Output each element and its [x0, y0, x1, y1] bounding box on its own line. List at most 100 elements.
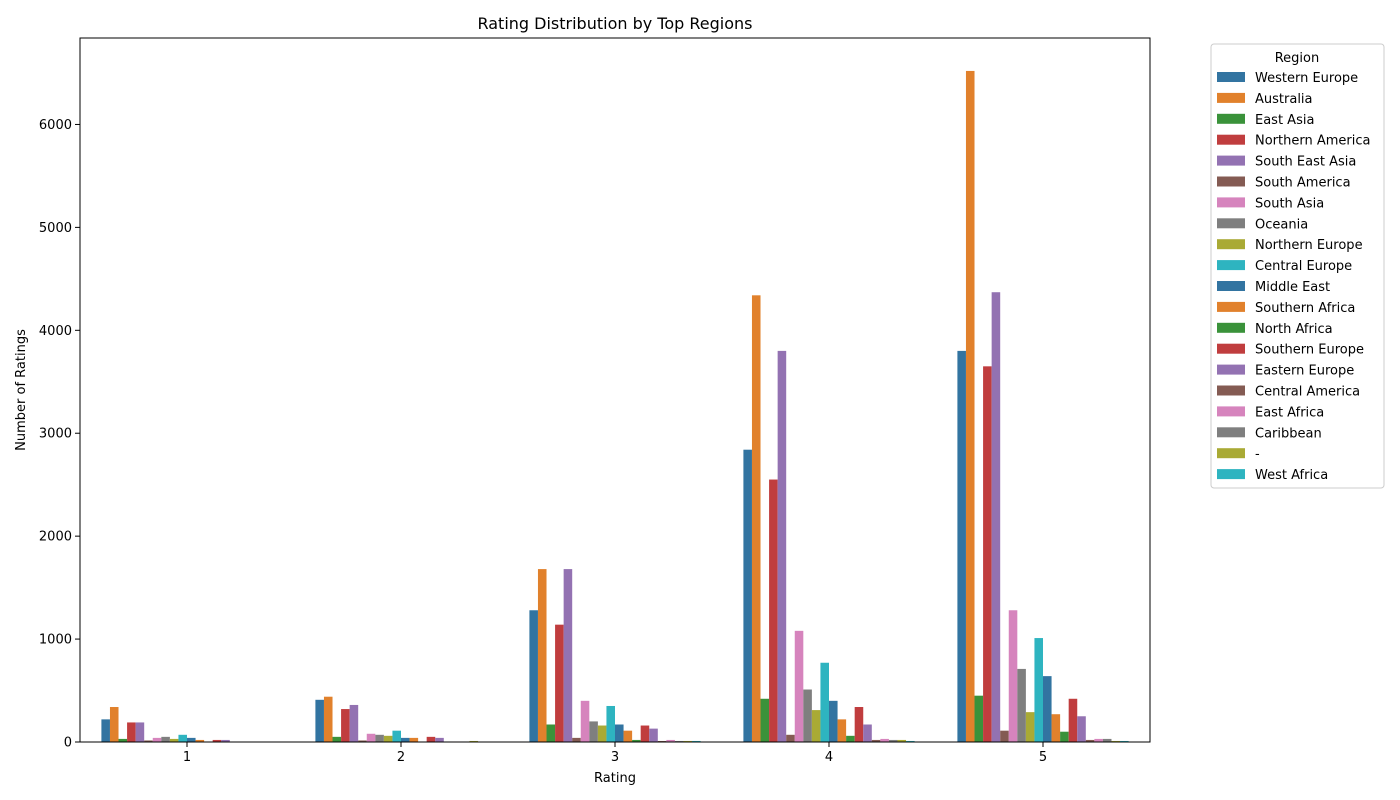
bar-northern-europe-rating-3 — [597, 725, 607, 742]
bar-australia-rating-1 — [109, 707, 119, 742]
bar-east-africa-rating-4 — [880, 738, 889, 742]
y-axis: 0 1000 2000 3000 4000 5000 6000 — [39, 118, 80, 751]
bar-south-east-asia-rating-4 — [777, 350, 787, 742]
bar-east-africa-rating-3 — [666, 739, 675, 742]
bar-south-asia-rating-3 — [580, 700, 590, 742]
bar-southern-europe-rating-4 — [854, 707, 864, 742]
x-axis: 1 2 3 4 5 — [183, 742, 1047, 765]
legend-frame — [1210, 43, 1385, 489]
bar-south-america-rating-2 — [358, 740, 367, 742]
y-axis-title: Number of Ratings — [14, 329, 29, 451]
plot-area — [79, 37, 1151, 743]
bar-east-asia-rating-2 — [332, 736, 342, 742]
legend-label-east-asia: East Asia — [1255, 113, 1314, 128]
bar-central-europe-rating-1 — [178, 734, 187, 742]
bar-western-europe-rating-2 — [315, 699, 324, 742]
legend-label-southern-africa: Southern Africa — [1255, 301, 1355, 316]
bar-north-africa-rating-4 — [846, 735, 855, 742]
bar-central-europe-rating-5 — [1034, 638, 1043, 742]
legend-swatch-northern-america — [1217, 134, 1245, 145]
legend-swatch-west-africa — [1217, 469, 1245, 480]
legend-swatch-central-europe — [1217, 260, 1245, 271]
bar-caribbean-rating-3 — [674, 740, 684, 742]
legend-swatch-australia — [1217, 92, 1245, 103]
x-axis-title: Rating — [594, 771, 636, 786]
legend-swatch-eastern-europe — [1217, 364, 1245, 375]
bar-northern-europe-rating-1 — [169, 738, 179, 742]
bar-oceania-rating-4 — [803, 689, 812, 742]
bar-dash-rating-5 — [1111, 740, 1121, 742]
x-tick-label: 2 — [397, 750, 405, 765]
legend-label-central-europe: Central Europe — [1255, 259, 1352, 274]
bar-south-asia-rating-2 — [366, 733, 376, 742]
bar-northern-america-rating-1 — [127, 722, 136, 742]
legend-title: Region — [1275, 51, 1320, 66]
legend-label-northern-america: Northern America — [1255, 134, 1370, 149]
bar-south-east-asia-rating-1 — [135, 722, 145, 742]
bar-northern-america-rating-5 — [983, 366, 992, 742]
bar-northern-europe-rating-5 — [1025, 712, 1035, 742]
x-tick-label: 4 — [825, 750, 833, 765]
legend-swatch-southern-africa — [1217, 301, 1245, 312]
bar-australia-rating-2 — [323, 696, 333, 742]
bar-east-africa-rating-5 — [1094, 738, 1103, 742]
bar-eastern-europe-rating-2 — [435, 737, 444, 742]
bar-australia-rating-5 — [965, 70, 975, 742]
legend-swatch-dash — [1217, 448, 1245, 459]
bar-western-europe-rating-3 — [529, 610, 538, 742]
bar-southern-europe-rating-5 — [1068, 698, 1078, 742]
bar-southern-africa-rating-3 — [623, 730, 633, 742]
bar-south-east-asia-rating-5 — [991, 292, 1001, 742]
legend-swatch-east-asia — [1217, 113, 1245, 124]
legend-swatch-caribbean — [1217, 427, 1245, 438]
bar-south-east-asia-rating-3 — [563, 569, 573, 742]
legend-swatch-south-asia — [1217, 197, 1245, 208]
legend-label-western-europe: Western Europe — [1255, 71, 1358, 86]
legend-label-east-africa: East Africa — [1255, 405, 1324, 420]
legend-swatch-south-east-asia — [1217, 155, 1245, 166]
legend-label-dash: - — [1255, 447, 1260, 462]
bar-oceania-rating-5 — [1017, 668, 1026, 742]
y-tick-label: 3000 — [39, 427, 72, 442]
bar-western-europe-rating-1 — [101, 719, 110, 742]
chart-title: Rating Distribution by Top Regions — [477, 14, 752, 33]
bar-southern-europe-rating-2 — [426, 736, 436, 742]
bar-dash-rating-2 — [469, 740, 479, 742]
bar-east-asia-rating-1 — [118, 738, 128, 742]
bar-western-europe-rating-5 — [957, 350, 966, 742]
bar-west-africa-rating-4 — [906, 740, 915, 742]
legend-label-australia: Australia — [1255, 92, 1313, 107]
bar-north-africa-rating-5 — [1060, 731, 1069, 742]
legend-label-central-america: Central America — [1255, 385, 1360, 400]
bar-northern-europe-rating-2 — [383, 735, 393, 742]
legend-swatch-oceania — [1217, 218, 1245, 229]
legend-swatch-western-europe — [1217, 72, 1245, 82]
bar-middle-east-rating-5 — [1043, 676, 1052, 742]
bar-eastern-europe-rating-1 — [221, 739, 230, 742]
bar-middle-east-rating-4 — [829, 700, 838, 742]
bar-middle-east-rating-1 — [187, 737, 196, 742]
bar-northern-europe-rating-4 — [811, 710, 821, 742]
bar-eastern-europe-rating-4 — [863, 724, 872, 742]
legend-swatch-middle-east — [1217, 281, 1245, 291]
bar-southern-africa-rating-1 — [195, 739, 205, 742]
y-tick-label: 4000 — [39, 324, 72, 339]
bar-eastern-europe-rating-3 — [649, 728, 658, 742]
bar-north-africa-rating-3 — [632, 739, 641, 742]
bar-southern-africa-rating-5 — [1051, 714, 1061, 742]
legend-label-caribbean: Caribbean — [1255, 426, 1322, 441]
bar-central-europe-rating-3 — [606, 705, 615, 742]
legend-label-south-asia: South Asia — [1255, 196, 1324, 211]
y-tick-label: 0 — [64, 736, 72, 751]
bar-caribbean-rating-4 — [888, 739, 898, 742]
bar-australia-rating-4 — [751, 295, 761, 742]
legend-label-west-africa: West Africa — [1255, 468, 1328, 483]
legend-items: Western Europe Australia East Asia Northern… — [1217, 71, 1370, 483]
y-tick-label: 5000 — [39, 221, 72, 236]
bar-central-europe-rating-4 — [820, 662, 829, 742]
bar-south-asia-rating-1 — [152, 737, 162, 742]
legend-label-oceania: Oceania — [1255, 217, 1308, 232]
bar-south-america-rating-5 — [1000, 730, 1009, 742]
legend-label-eastern-europe: Eastern Europe — [1255, 364, 1354, 379]
